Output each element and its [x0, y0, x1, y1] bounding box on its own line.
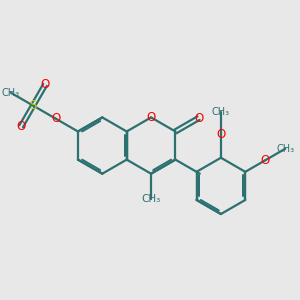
Text: CH₃: CH₃ [141, 194, 161, 204]
Text: O: O [261, 154, 270, 167]
Text: O: O [40, 78, 50, 92]
Text: CH₃: CH₃ [2, 88, 20, 98]
Text: O: O [51, 112, 60, 125]
Text: S: S [29, 99, 37, 112]
Text: O: O [216, 128, 226, 141]
Text: CH₃: CH₃ [212, 106, 230, 117]
Text: O: O [16, 120, 26, 133]
Text: CH₃: CH₃ [276, 144, 294, 154]
Text: O: O [194, 112, 203, 124]
Text: O: O [146, 111, 156, 124]
